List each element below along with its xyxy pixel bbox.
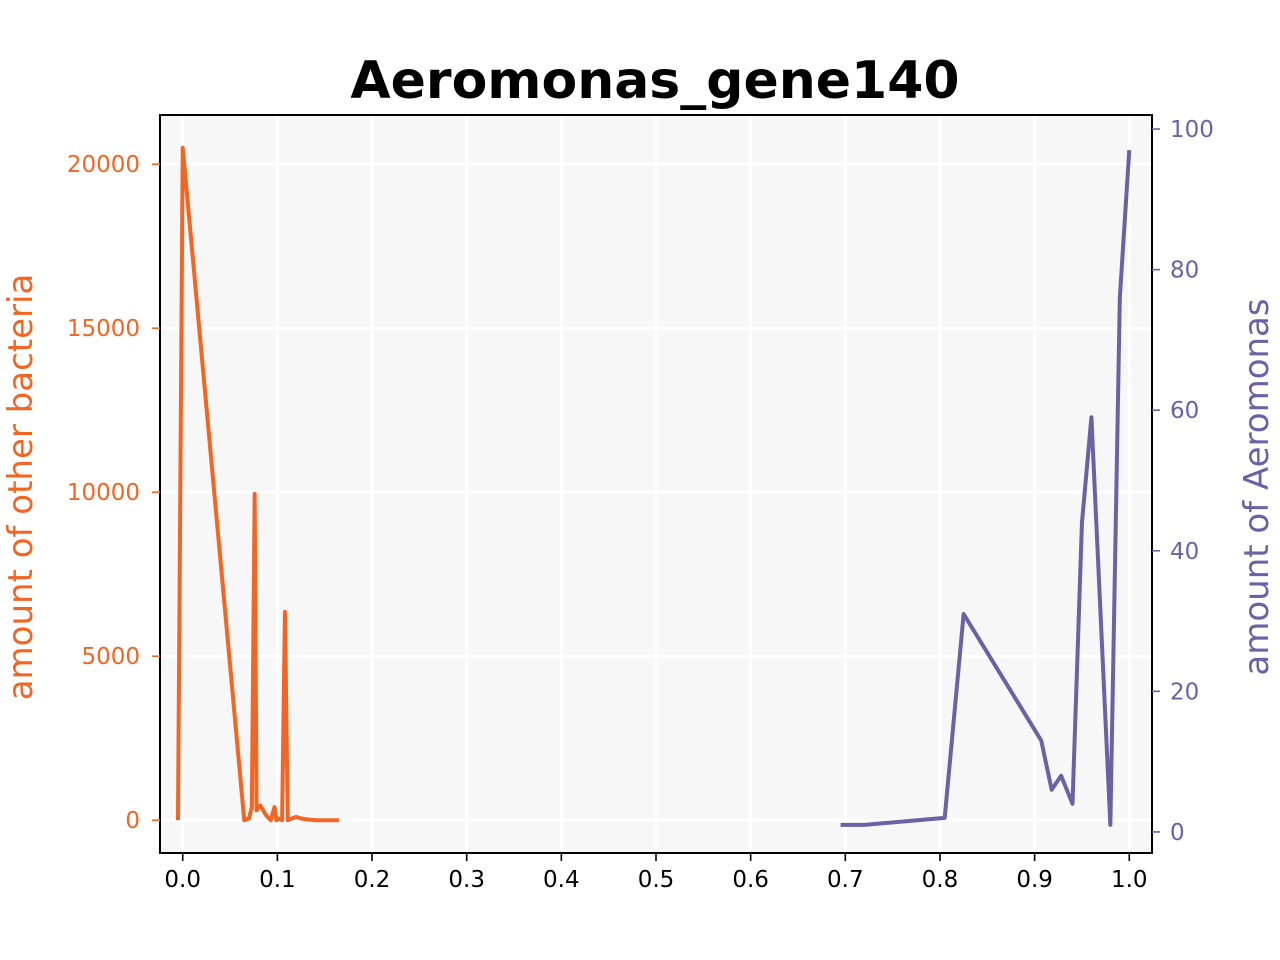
y-left-tick-label: 5000 xyxy=(81,644,140,670)
x-tick-label: 0.0 xyxy=(164,867,201,893)
y-left-axis-label: amount of other bacteria xyxy=(1,274,41,701)
x-tick-label: 0.3 xyxy=(448,867,485,893)
x-tick-label: 0.7 xyxy=(827,867,864,893)
x-tick-label: 0.1 xyxy=(259,867,296,893)
series-line-left xyxy=(175,145,339,823)
x-tick-label: 0.5 xyxy=(638,867,675,893)
x-tick-label: 0.4 xyxy=(543,867,580,893)
y-right-tick-label: 40 xyxy=(1170,539,1199,565)
x-tick-label: 0.2 xyxy=(354,867,391,893)
x-tick-label: 0.6 xyxy=(732,867,769,893)
x-tick-label: 0.8 xyxy=(922,867,959,893)
y-right-tick-label: 0 xyxy=(1170,820,1185,846)
y-right-tick-label: 100 xyxy=(1170,117,1214,143)
x-axis: 0.0 0.1 0.2 0.3 0.4 0.5 0.6 0.7 0.8 0.9 1.0 xyxy=(164,853,1148,893)
y-right-tick-label: 20 xyxy=(1170,679,1199,705)
series-line-right xyxy=(840,150,1132,827)
series-layer xyxy=(175,145,1132,827)
y-right-tick-label: 60 xyxy=(1170,398,1199,424)
y-right-axis: 0 20 40 60 80 100 xyxy=(1152,117,1214,846)
y-right-axis-label: amount of Aeromonas xyxy=(1237,298,1277,675)
y-left-tick-label: 10000 xyxy=(67,480,140,506)
x-tick-label: 0.9 xyxy=(1016,867,1053,893)
y-left-tick-label: 20000 xyxy=(67,152,140,178)
y-left-tick-label: 0 xyxy=(125,808,140,834)
x-tick-label: 1.0 xyxy=(1111,867,1148,893)
y-left-axis: 0 5000 10000 15000 20000 xyxy=(67,152,160,834)
y-left-tick-label: 15000 xyxy=(67,316,140,342)
chart-title: Aeromonas_gene140 xyxy=(350,51,959,111)
y-right-tick-label: 80 xyxy=(1170,258,1199,284)
